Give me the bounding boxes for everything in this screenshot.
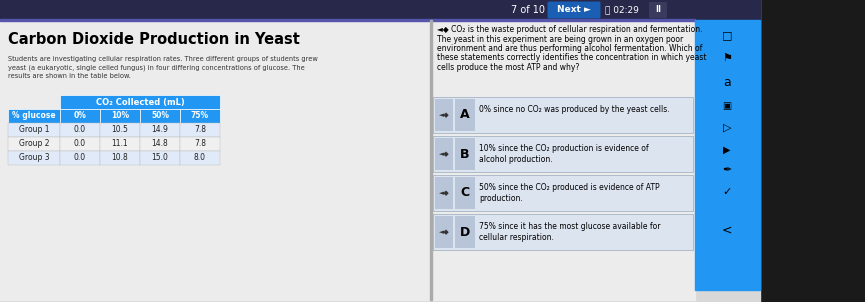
Text: CO₂ Collected (mL): CO₂ Collected (mL) [96, 98, 184, 107]
Bar [60, 137, 100, 151]
Text: Students are investigating cellular respiration rates. Three different groups of: Students are investigating cellular resp… [8, 56, 317, 79]
Bar [435, 216, 453, 248]
Text: The yeast in this experiment are being grown in an oxygen poor: The yeast in this experiment are being g… [437, 34, 683, 43]
Bar [455, 177, 475, 209]
Bar [8, 151, 60, 165]
Text: ◄◆: ◄◆ [439, 229, 450, 235]
Text: 11.1: 11.1 [112, 140, 128, 149]
Bar [455, 138, 475, 170]
Text: production.: production. [479, 194, 522, 203]
Text: □: □ [721, 30, 733, 40]
Text: 14.8: 14.8 [151, 140, 169, 149]
Text: 50%: 50% [151, 111, 169, 120]
Text: 0.0: 0.0 [74, 140, 86, 149]
Text: 0%: 0% [74, 111, 86, 120]
Text: Group 2: Group 2 [19, 140, 49, 149]
Text: 10%: 10% [111, 111, 129, 120]
Text: % glucose: % glucose [12, 111, 56, 120]
Text: Next ►: Next ► [557, 5, 591, 14]
Text: ◄◆ CO₂ is the waste product of cellular respiration and fermentation.: ◄◆ CO₂ is the waste product of cellular … [437, 25, 702, 34]
Text: 0.0: 0.0 [74, 126, 86, 134]
Text: A: A [460, 108, 470, 121]
Bar [180, 109, 220, 123]
Text: ⚑: ⚑ [722, 53, 732, 63]
Text: Group 3: Group 3 [19, 153, 49, 162]
Text: 50% since the CO₂ produced is evidence of ATP: 50% since the CO₂ produced is evidence o… [479, 183, 660, 192]
Bar [140, 109, 180, 123]
Bar [8, 123, 60, 137]
Text: 0.0: 0.0 [74, 153, 86, 162]
Bar [100, 109, 140, 123]
Bar [433, 175, 693, 211]
Text: 10.8: 10.8 [112, 153, 128, 162]
Text: 15.0: 15.0 [151, 153, 169, 162]
Text: cellular respiration.: cellular respiration. [479, 233, 554, 242]
Text: 10.5: 10.5 [112, 126, 128, 134]
Bar [180, 137, 220, 151]
Bar [435, 138, 453, 170]
Text: 14.9: 14.9 [151, 126, 169, 134]
Text: 75%: 75% [191, 111, 209, 120]
Bar [140, 123, 180, 137]
Bar [0, 0, 760, 302]
Bar [8, 109, 60, 123]
Bar [433, 22, 695, 300]
Text: ✓: ✓ [722, 187, 732, 197]
Text: 10% since the CO₂ production is evidence of: 10% since the CO₂ production is evidence… [479, 144, 649, 153]
Bar [435, 177, 453, 209]
Bar [60, 95, 220, 109]
Bar [430, 20, 432, 300]
Bar [180, 123, 220, 137]
Text: environment and are thus performing alcohol fermentation. Which of: environment and are thus performing alco… [437, 44, 702, 53]
Bar [140, 137, 180, 151]
Text: C: C [460, 187, 470, 200]
Bar [60, 109, 100, 123]
FancyBboxPatch shape [649, 2, 667, 18]
Bar [433, 97, 693, 133]
Text: Carbon Dioxide Production in Yeast: Carbon Dioxide Production in Yeast [8, 32, 300, 47]
Bar [8, 137, 60, 151]
Text: 8.0: 8.0 [194, 153, 206, 162]
FancyBboxPatch shape [548, 2, 600, 18]
Text: ▷: ▷ [723, 123, 731, 133]
Text: D: D [460, 226, 470, 239]
Text: cells produce the most ATP and why?: cells produce the most ATP and why? [437, 63, 580, 72]
Bar [100, 123, 140, 137]
Bar [0, 22, 430, 300]
Bar [0, 19, 695, 21]
Bar [100, 137, 140, 151]
Text: 7 of 10: 7 of 10 [511, 5, 545, 15]
Bar [140, 151, 180, 165]
Text: II: II [655, 5, 661, 14]
Bar [455, 216, 475, 248]
Text: a: a [723, 76, 731, 88]
Text: ⧖ 02:29: ⧖ 02:29 [605, 5, 639, 14]
Bar [60, 151, 100, 165]
Text: ◄◆: ◄◆ [439, 190, 450, 196]
Text: ◄◆: ◄◆ [439, 112, 450, 118]
Text: 0% since no CO₂ was produced by the yeast cells.: 0% since no CO₂ was produced by the yeas… [479, 105, 670, 114]
Text: these statements correctly identifies the concentration in which yeast: these statements correctly identifies th… [437, 53, 707, 63]
Bar [433, 136, 693, 172]
Text: 7.8: 7.8 [194, 140, 206, 149]
Bar [433, 214, 693, 250]
Text: alcohol production.: alcohol production. [479, 155, 553, 164]
Text: Group 1: Group 1 [19, 126, 49, 134]
Text: ▣: ▣ [722, 101, 732, 111]
Text: ◄◆: ◄◆ [439, 151, 450, 157]
Text: ✒: ✒ [722, 165, 732, 175]
Bar [455, 99, 475, 131]
Bar [695, 20, 760, 290]
Bar [435, 99, 453, 131]
Bar [755, 0, 865, 302]
Text: 75% since it has the most glucose available for: 75% since it has the most glucose availa… [479, 222, 661, 231]
Bar [180, 151, 220, 165]
Text: B: B [460, 147, 470, 160]
Text: <: < [721, 223, 733, 236]
Text: ▶: ▶ [723, 145, 731, 155]
Bar [0, 0, 760, 20]
Text: 7.8: 7.8 [194, 126, 206, 134]
Bar [100, 151, 140, 165]
Bar [60, 123, 100, 137]
